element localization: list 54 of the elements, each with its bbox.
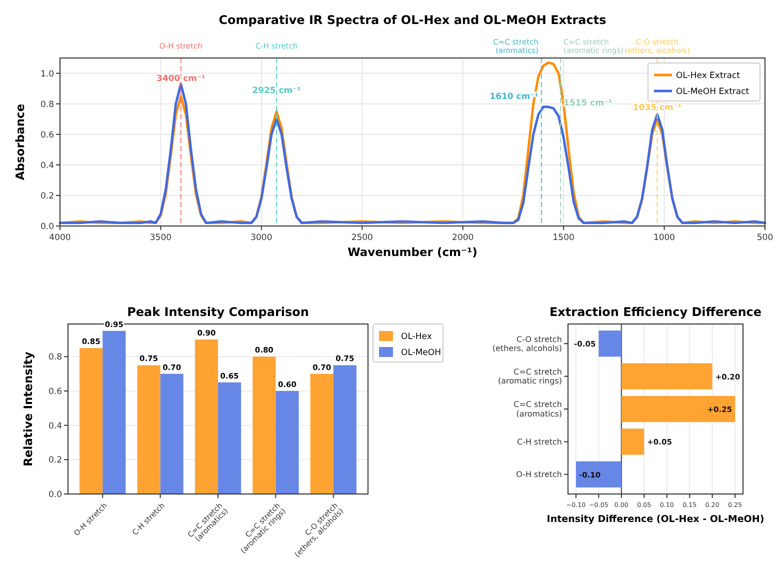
bar [276,390,299,494]
bar [598,330,622,357]
legend-label: OL-Hex [401,332,432,342]
y-tick-label: 0.2 [48,456,62,466]
x-tick-label: 500 [756,233,774,243]
annotation: 1515 cm⁻¹ [564,98,613,108]
x-tick-label: 1500 [552,233,574,243]
y-axis-title: Relative Intensity [21,351,35,466]
bar [576,461,622,488]
y-tick-label: C=C stretch (aromatic rings) [498,368,562,386]
bar [333,365,356,494]
bar [80,348,103,494]
bar [621,428,644,455]
y-tick-label: 0.0 [48,490,62,500]
annotation: 2925 cm⁻¹ [252,86,302,96]
legend-label: OL-Hex Extract [676,71,741,81]
y-tick-label: O-H stretch [516,470,562,480]
y-axis-title: Absorbance [13,104,27,180]
x-tick-label: 4000 [49,233,71,243]
y-tick-label: 0.6 [48,386,62,397]
y-tick-label: C-H stretch [517,437,562,446]
bar [194,339,218,494]
y-tick-label: 0.0 [40,222,54,232]
x-tick-label: 3000 [250,233,272,243]
chart-title: Extraction Efficiency Difference [549,305,762,319]
bar [160,374,184,494]
bar [252,356,276,494]
chart-title: Comparative IR Spectra of OL-Hex and OL-MeOH Extracts [218,13,606,27]
y-tick-label: 0.6 [40,130,54,140]
y-tick-label: 0.4 [48,421,62,432]
x-axis-title: Wavenumber (cm⁻¹) [348,245,478,259]
annotation: 1035 cm⁻¹ [632,102,682,113]
annotation: 3400 cm⁻¹ [156,74,206,84]
bar [102,330,126,494]
y-tick-label: 1.0 [40,69,54,80]
bar [621,363,712,390]
y-tick-label: 0.8 [48,352,62,363]
x-tick-label: 3500 [150,233,172,243]
y-tick-label: C-O stretch (ethers, alcohols) [492,334,562,354]
x-tick-label: 2000 [452,233,474,243]
bar [218,382,242,494]
bar [621,396,736,422]
y-tick-label: 0.8 [40,100,54,110]
bar [310,374,334,494]
y-tick-label: C=C stretch (aromatics) [514,400,562,418]
x-tick-label: 1000 [653,233,676,243]
x-tick-label: 2500 [351,233,373,243]
y-tick-label: 0.4 [40,160,54,171]
bar [137,365,160,494]
legend-label: OL-MeOH [401,348,441,358]
y-tick-label: 0.2 [40,191,54,202]
x-axis-title: Intensity Difference (OL-Hex - OL-MeOH) [546,514,764,525]
legend-label: OL-MeOH Extract [676,87,750,97]
chart-title: Peak Intensity Comparison [127,305,309,319]
